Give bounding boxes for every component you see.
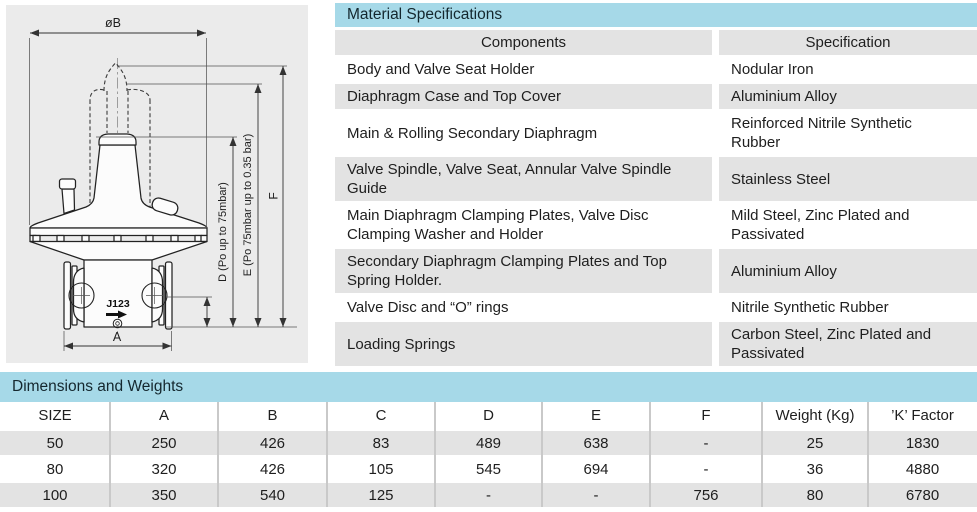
- dim-cell: 489: [475, 434, 502, 452]
- column-divider: [649, 402, 651, 507]
- dome-plug: [151, 197, 179, 216]
- dim-label-diameter-b: øB: [105, 16, 121, 30]
- dim-col-header: F: [701, 407, 711, 424]
- dim-cell: 756: [693, 486, 719, 504]
- dim-col-header: ’K’ Factor: [891, 407, 954, 424]
- dim-col-header: SIZE: [38, 407, 72, 424]
- dim-cell: 694: [583, 460, 609, 478]
- dim-cell: 125: [368, 486, 394, 504]
- table-row: Body and Valve Seat Holder Nodular Iron: [335, 57, 977, 82]
- table-row: Diaphragm Case and Top Cover Aluminium A…: [335, 84, 977, 109]
- dimension-lines: [29, 29, 297, 351]
- table-row: Main & Rolling Secondary Diaphragm Reinf…: [335, 111, 977, 155]
- spec-cell: Mild Steel, Zinc Plated and Passivated: [731, 207, 910, 243]
- dimensions-title: Dimensions and Weights: [12, 378, 184, 395]
- dim-label-e: E (Po 75mbar up to 0.35 bar): [242, 134, 254, 276]
- column-divider: [867, 402, 869, 507]
- dim-col-header: C: [375, 407, 387, 424]
- material-header-row: Components Specification: [335, 30, 977, 55]
- material-specs-section: Material Specifications Components Speci…: [335, 3, 977, 368]
- dim-cell: 25: [806, 434, 824, 452]
- model-label: J123: [106, 298, 130, 310]
- dim-label-a: A: [113, 330, 122, 344]
- component-cell: Body and Valve Seat Holder: [347, 61, 535, 78]
- dim-cell: 350: [151, 486, 177, 504]
- dim-label-d: D (Po up to 75mbar): [217, 182, 229, 282]
- spec-cell: Nodular Iron: [731, 61, 814, 78]
- dim-col-header: A: [158, 407, 169, 424]
- dim-cell: 426: [259, 434, 286, 452]
- table-row: 100 350 540 125 - - 756 80 6780: [0, 481, 977, 507]
- drawing-panel: J123: [6, 5, 308, 363]
- dimensions-title-bar: Dimensions and Weights: [0, 372, 977, 402]
- spec-cell: Aluminium Alloy: [719, 249, 977, 293]
- component-cell: Secondary Diaphragm Clamping Plates and …: [335, 249, 712, 293]
- col-header-specification: Specification: [719, 30, 977, 55]
- dim-cell: 36: [806, 460, 824, 478]
- dim-cell: 320: [151, 460, 177, 478]
- col-header-components: Components: [335, 30, 712, 55]
- material-specs-title-bar: Material Specifications: [335, 3, 977, 27]
- dim-cell: 540: [259, 486, 286, 504]
- dim-cell: -: [486, 486, 491, 504]
- spec-cell: Reinforced Nitrile Synthetic Rubber: [731, 115, 912, 151]
- dim-col-header: D: [483, 407, 494, 424]
- column-divider: [761, 402, 763, 507]
- column-divider: [217, 402, 219, 507]
- dim-cell: 638: [583, 434, 609, 452]
- component-cell: Valve Spindle, Valve Seat, Annular Valve…: [335, 157, 712, 201]
- dim-cell: -: [703, 460, 709, 478]
- table-row: Valve Disc and “O” rings Nitrile Synthet…: [335, 295, 977, 320]
- dim-cell: 1830: [905, 434, 940, 452]
- dim-cell: 6780: [905, 486, 940, 504]
- spec-cell: Carbon Steel, Zinc Plated and Passivated: [719, 322, 977, 366]
- dimensions-table: SIZE A B C D E F Weight (Kg) ’K’ Factor …: [0, 402, 977, 507]
- component-cell: Main & Rolling Secondary Diaphragm: [347, 124, 598, 142]
- dim-cell: 50: [46, 434, 64, 452]
- material-specs-title: Material Specifications: [347, 6, 503, 23]
- column-divider: [326, 402, 328, 507]
- dim-col-header: E: [590, 407, 601, 424]
- dim-cell: 105: [368, 460, 394, 478]
- spec-cell: Stainless Steel: [719, 157, 977, 201]
- valve-technical-drawing: J123: [6, 5, 308, 363]
- dim-header-row: SIZE A B C D E F Weight (Kg) ’K’ Factor: [0, 402, 977, 429]
- table-row: 80 320 426 105 545 694 - 36 4880: [0, 455, 977, 481]
- component-cell: Valve Disc and “O” rings: [347, 299, 509, 316]
- dim-cell: -: [593, 486, 599, 504]
- column-divider: [541, 402, 543, 507]
- dim-col-header: B: [267, 407, 278, 424]
- flow-arrow-icon: [106, 310, 127, 319]
- component-cell: Diaphragm Case and Top Cover: [335, 84, 712, 109]
- column-divider: [434, 402, 436, 507]
- dim-label-f: F: [267, 192, 281, 199]
- vent-fitting: [61, 188, 76, 215]
- dim-cell: 426: [259, 460, 286, 478]
- column-divider: [109, 402, 111, 507]
- regulator-outline: [29, 133, 208, 330]
- dim-cell: 80: [46, 460, 64, 478]
- table-row: Secondary Diaphragm Clamping Plates and …: [335, 249, 977, 293]
- phantom-spring-housing: [89, 62, 151, 212]
- spec-cell: Aluminium Alloy: [719, 84, 977, 109]
- component-cell: Loading Springs: [335, 322, 712, 366]
- dim-cell: 80: [806, 486, 824, 504]
- dim-cell: 4880: [905, 460, 940, 478]
- table-row: Valve Spindle, Valve Seat, Annular Valve…: [335, 157, 977, 201]
- table-row: 50 250 426 83 489 638 - 25 1830: [0, 429, 977, 455]
- dim-cell: 545: [475, 460, 502, 478]
- table-row: Loading Springs Carbon Steel, Zinc Plate…: [335, 322, 977, 366]
- component-cell: Main Diaphragm Clamping Plates, Valve Di…: [347, 207, 649, 243]
- dim-col-header: Weight (Kg): [775, 407, 855, 424]
- screw-symbol-icon: [112, 318, 123, 329]
- dim-cell: 250: [151, 434, 177, 452]
- port-crosshairs: [73, 287, 163, 304]
- dim-cell: -: [703, 434, 709, 452]
- dim-cell: 100: [42, 486, 68, 504]
- dim-cell: 83: [372, 434, 390, 452]
- spec-cell: Nitrile Synthetic Rubber: [731, 299, 889, 316]
- table-row: Main Diaphragm Clamping Plates, Valve Di…: [335, 203, 977, 247]
